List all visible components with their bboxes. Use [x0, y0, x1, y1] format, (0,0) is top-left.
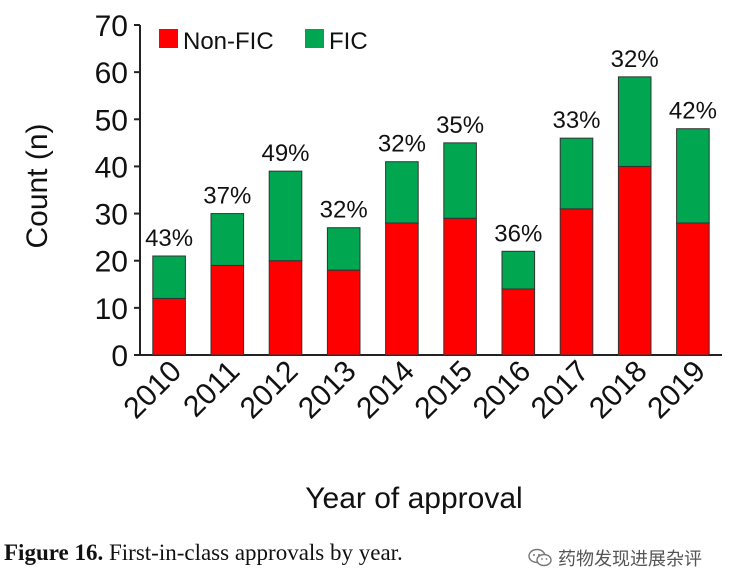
- x-tick-label-2012: 2012: [234, 355, 305, 426]
- percent-label-2017: 33%: [552, 107, 600, 134]
- y-tick-label: 60: [95, 57, 128, 90]
- bar-fic-2014: [385, 161, 419, 224]
- percent-label-2018: 32%: [611, 46, 659, 73]
- y-tick-label: 10: [95, 293, 128, 326]
- percent-label-2010: 43%: [145, 225, 193, 252]
- bar-fic-2010: [152, 255, 186, 299]
- bar-non-fic-2011: [210, 264, 245, 356]
- x-axis-title: Year of approval: [305, 482, 522, 515]
- percent-label-2014: 32%: [378, 131, 426, 158]
- percent-label-2019: 42%: [669, 98, 717, 125]
- bar-fic-2016: [501, 250, 536, 290]
- bar-non-fic-2015: [443, 217, 477, 356]
- bar-fic-2017: [559, 137, 594, 210]
- percent-label-2011: 37%: [203, 183, 251, 210]
- x-tick-label-2015: 2015: [409, 355, 480, 426]
- bar-non-fic-2019: [676, 222, 710, 356]
- bar-non-fic-2010: [152, 297, 186, 356]
- bar-non-fic-2018: [617, 165, 652, 356]
- percent-label-2012: 49%: [261, 140, 309, 167]
- legend-label-non-fic: Non-FIC: [183, 28, 274, 55]
- caption-label: Figure 16.: [4, 540, 104, 565]
- watermark-text: 药物发现进展杂评: [558, 549, 702, 570]
- percent-label-2015: 35%: [436, 112, 484, 139]
- percent-label-2013: 32%: [320, 197, 368, 224]
- y-tick-label: 20: [95, 246, 128, 279]
- y-tick-label: 0: [111, 340, 128, 373]
- stacked-bar-chart: 0 10 20 30 40 50 60 70 43% 37% 49% 32% 32% 35% 36% 33%…: [21, 10, 722, 515]
- bar-non-fic-2017: [559, 208, 594, 356]
- y-tick-label: 40: [95, 151, 128, 184]
- percent-label-2016: 36%: [494, 220, 542, 247]
- x-tick-label-2017: 2017: [525, 355, 596, 426]
- x-tick-label-2011: 2011: [177, 355, 246, 424]
- y-axis-title: Count (n): [21, 123, 54, 248]
- bar-fic-2018: [617, 76, 652, 167]
- bar-fic-2012: [268, 170, 303, 262]
- legend-swatch-fic: [305, 29, 324, 48]
- bar-non-fic-2012: [268, 260, 303, 356]
- wechat-icon: [528, 548, 552, 567]
- x-tick-label-2010: 2010: [118, 355, 189, 426]
- y-tick-label: 30: [95, 199, 128, 232]
- percent-labels: 43% 37% 49% 32% 32% 35% 36% 33% 32% 42%: [145, 46, 717, 252]
- x-tick-label-2016: 2016: [467, 355, 538, 426]
- x-tick-label-2013: 2013: [292, 355, 363, 426]
- legend: Non-FIC FIC: [159, 28, 368, 55]
- watermark: 药物发现进展杂评: [528, 545, 702, 571]
- bar-non-fic-2016: [501, 288, 536, 356]
- bar-fic-2013: [326, 227, 361, 271]
- bars: [152, 76, 710, 356]
- y-ticks: 0 10 20 30 40 50 60 70: [95, 10, 140, 373]
- bar-fic-2015: [443, 142, 477, 219]
- bar-fic-2019: [676, 128, 710, 224]
- x-tick-label-2014: 2014: [350, 355, 421, 426]
- x-tick-label-2019: 2019: [641, 355, 712, 426]
- x-tick-label-2018: 2018: [583, 355, 654, 426]
- caption-text: First-in-class approvals by year.: [103, 540, 403, 565]
- legend-swatch-non-fic: [159, 29, 178, 48]
- bar-fic-2011: [210, 213, 245, 266]
- y-tick-label: 70: [95, 10, 128, 43]
- figure-caption: Figure 16. First-in-class approvals by y…: [4, 540, 524, 566]
- bar-non-fic-2013: [326, 269, 361, 356]
- bar-non-fic-2014: [385, 222, 419, 356]
- y-tick-label: 50: [95, 104, 128, 137]
- legend-label-fic: FIC: [329, 28, 368, 55]
